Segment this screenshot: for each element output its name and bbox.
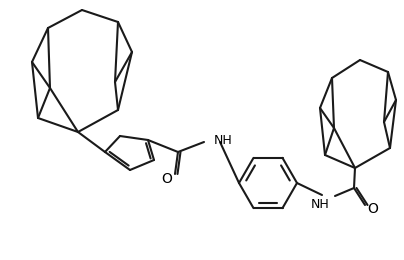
Text: O: O	[162, 172, 173, 186]
Text: O: O	[368, 202, 379, 216]
Text: NH: NH	[214, 134, 233, 147]
Text: NH: NH	[311, 198, 329, 211]
